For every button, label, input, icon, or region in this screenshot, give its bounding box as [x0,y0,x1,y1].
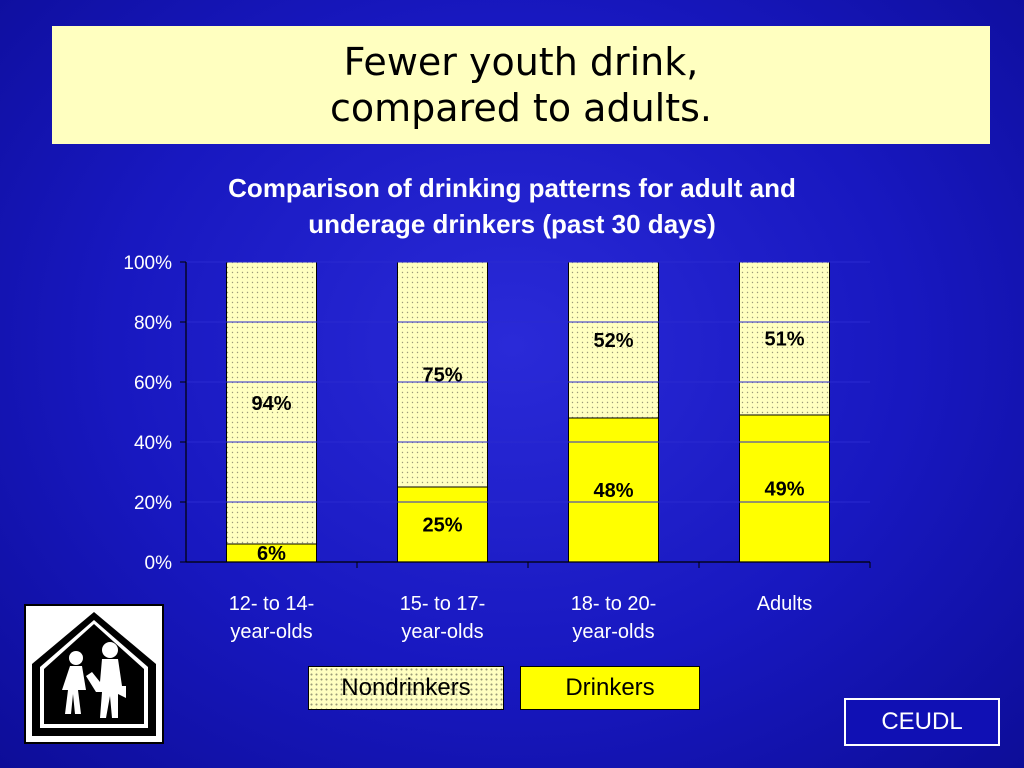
title-box: Fewer youth drink, compared to adults. [52,26,990,144]
data-label-drinkers-2: 48% [593,480,633,502]
chart-gridlines [186,261,870,503]
y-tick-label-2: 40% [134,433,172,454]
y-tick-label-5: 100% [123,253,172,274]
chart-bars [226,261,830,563]
data-label-nondrinkers-0: 94% [251,393,291,415]
school-crossing-sign-icon [32,612,156,736]
y-tick-label-1: 20% [134,493,172,514]
x-category-label-2: 18- to 20-year-olds [571,593,657,643]
chart-subtitle-line-1: Comparison of drinking patterns for adul… [228,173,796,203]
y-tick-label-3: 60% [134,373,172,394]
legend-nondrinkers: Nondrinkers [308,666,504,710]
y-tick-label-4: 80% [134,313,172,334]
x-category-label-1: 15- to 17-year-olds [400,593,486,643]
data-label-nondrinkers-3: 51% [764,329,804,351]
school-crossing-sign [24,604,164,744]
legend-drinkers: Drinkers [520,666,700,710]
bar-drinkers-1 [397,486,488,563]
data-label-nondrinkers-2: 52% [593,330,633,352]
chart-subtitle: Comparison of drinking patterns for adul… [112,170,912,242]
x-category-label-0: 12- to 14-year-olds [229,593,315,643]
data-label-drinkers-1: 25% [422,515,462,537]
chart-labels: 0% 20% 40% 60% 80% 100% 12- to 14-year-olds 15-… [123,253,812,643]
data-label-drinkers-3: 49% [764,479,804,501]
y-tick-label-0: 0% [145,553,173,574]
ceudl-badge: CEUDL [844,698,1000,746]
ceudl-label: CEUDL [881,708,963,735]
bar-nondrinkers-3 [739,261,830,416]
stacked-bar-chart: 0% 20% 40% 60% 80% 100% 12- to 14-year-olds 15-… [123,253,871,643]
bar-nondrinkers-0 [226,261,317,545]
bar-nondrinkers-2 [568,261,659,419]
bar-drinkers-3 [739,414,830,563]
slide-title-line-2: compared to adults. [330,86,712,130]
data-label-drinkers-0: 6% [257,543,286,565]
slide-title-line-1: Fewer youth drink, [343,40,699,84]
chart-subtitle-line-2: underage drinkers (past 30 days) [308,209,716,239]
legend-drinkers-label: Drinkers [565,674,655,701]
chart-axes [180,261,871,568]
legend-nondrinkers-label: Nondrinkers [341,674,471,701]
x-category-label-3: Adults [757,593,813,615]
data-label-nondrinkers-1: 75% [422,365,462,387]
